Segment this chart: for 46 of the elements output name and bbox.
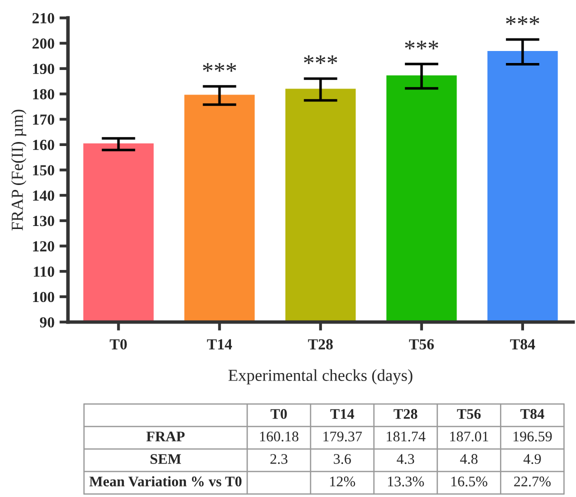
text: 4.9 (523, 454, 541, 464)
x-tick-label: T14 (207, 339, 232, 350)
text: 4.3 (396, 454, 414, 464)
text: 12% (330, 476, 356, 486)
text: 181.74 (386, 432, 426, 442)
annotation: *** (506, 16, 540, 25)
text: 4.8 (460, 454, 478, 464)
text: 179.37 (323, 432, 362, 442)
text: 22.7% (514, 476, 551, 486)
category-label: T56 (457, 409, 481, 419)
y-tick-label: 150 (33, 165, 54, 176)
category-label: T14 (330, 409, 354, 419)
category-label: T84 (520, 409, 544, 419)
x-tick-label: T56 (409, 339, 434, 350)
text: 187.01 (450, 432, 488, 442)
y-tick-label: 120 (33, 241, 54, 252)
y-tick-label: 90 (40, 317, 54, 328)
text: 13.3% (388, 476, 424, 486)
text: 160.18 (260, 432, 298, 442)
x-tick-label: T0 (110, 339, 127, 350)
y-tick-label: 140 (33, 190, 54, 201)
category-label: Mean Variation % vs T0 (89, 476, 242, 486)
annotation: *** (405, 40, 438, 50)
x-tick-label: T28 (308, 339, 333, 350)
y-tick-label: 210 (32, 13, 54, 24)
annotation: *** (304, 55, 338, 64)
annotation: *** (202, 63, 236, 72)
category-label: SEM (150, 454, 181, 464)
y-tick-label: 170 (33, 114, 54, 125)
x-axis-title: Experimental checks (days) (228, 369, 412, 384)
y-tick-label: 130 (33, 216, 54, 226)
y-axis-title: FRAP (Fe(II) µm) (11, 110, 26, 230)
y-tick-label: 200 (32, 38, 54, 49)
y-tick-label: 160 (33, 140, 54, 150)
text: 3.6 (334, 454, 351, 464)
category-label: T28 (394, 409, 418, 419)
category-label: T0 (270, 409, 287, 419)
y-tick-label: 190 (33, 64, 54, 74)
text: 196.59 (514, 432, 552, 442)
x-tick-label: T84 (510, 339, 536, 350)
y-tick-label: 180 (33, 89, 54, 100)
y-tick-label: 100 (33, 292, 54, 302)
y-tick-label: 110 (34, 266, 54, 277)
text: 16.5% (451, 476, 488, 486)
text: 2.3 (270, 454, 288, 464)
category-label: FRAP (146, 432, 185, 442)
